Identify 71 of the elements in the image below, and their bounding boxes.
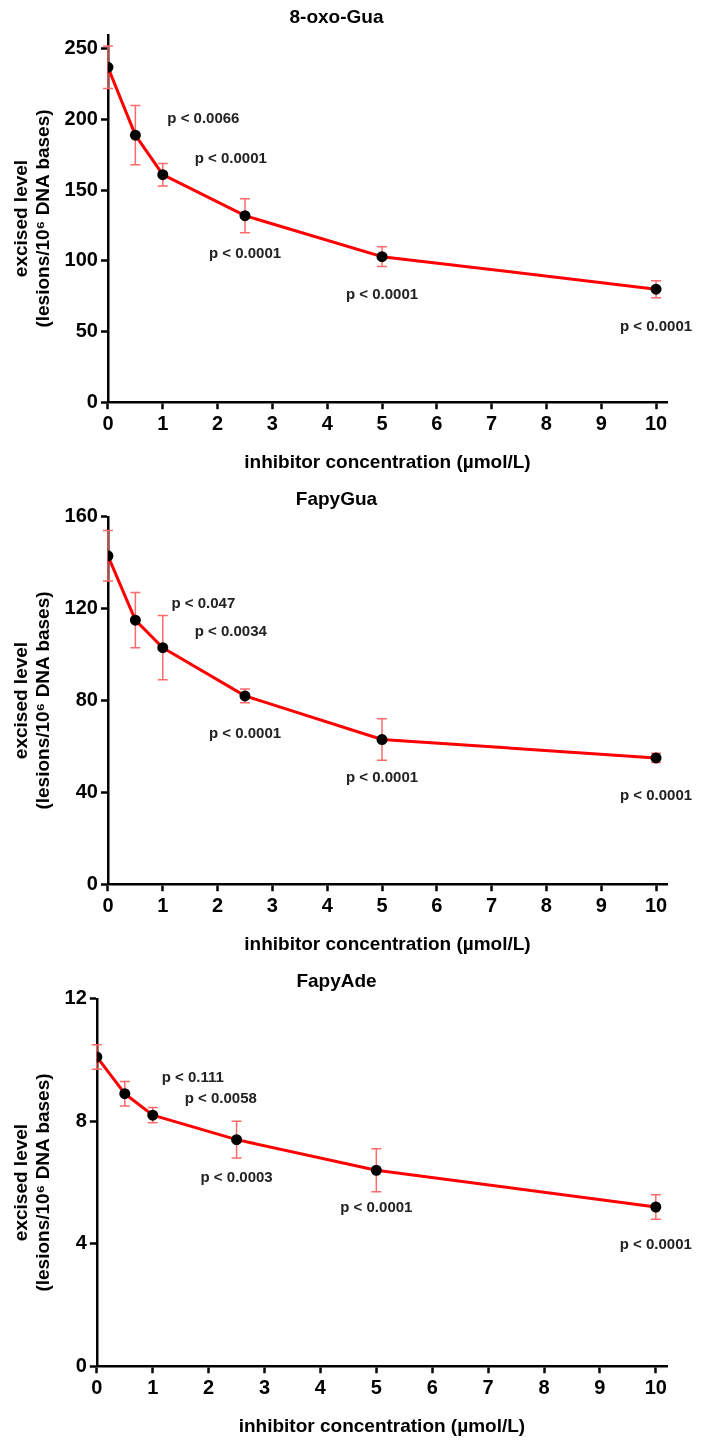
annotation: p < 0.0001 <box>208 724 282 742</box>
y-tick-label: 12 <box>64 986 87 1009</box>
x-tick-label: 9 <box>595 411 607 434</box>
annotation: p < 0.0001 <box>340 1198 413 1216</box>
x-tick-label: 9 <box>595 893 607 916</box>
x-tick-label: 1 <box>147 1375 159 1398</box>
x-tick-label: 10 <box>644 1375 667 1398</box>
x-tick-label: 9 <box>594 1375 606 1398</box>
annotation: p < 0.0034 <box>194 621 268 639</box>
chart-title: FapyGua <box>295 487 378 509</box>
chart-title: FapyAde <box>296 969 377 991</box>
x-tick-label: 1 <box>157 411 169 434</box>
x-tick-label: 4 <box>321 411 334 434</box>
x-tick-label: 2 <box>212 893 224 916</box>
x-tick-label: 4 <box>321 893 334 916</box>
y-tick-label: 40 <box>75 779 98 802</box>
x-tick-label: 5 <box>376 411 388 434</box>
x-tick-label: 8 <box>538 1375 550 1398</box>
x-tick-label: 10 <box>644 411 668 434</box>
x-axis-title: inhibitor concentration (µmol/L) <box>244 450 531 472</box>
x-tick-label: 5 <box>376 893 388 916</box>
annotation: p < 0.0058 <box>184 1089 257 1107</box>
annotation: p < 0.0001 <box>619 1235 692 1253</box>
y-tick-label: 0 <box>75 1353 87 1376</box>
x-tick-label: 6 <box>431 411 443 434</box>
x-tick-label: 3 <box>266 893 278 916</box>
x-tick-label: 5 <box>370 1375 382 1398</box>
annotation: p < 0.0001 <box>345 767 419 785</box>
x-tick-label: 3 <box>266 411 278 434</box>
chart-title: 8-oxo-Gua <box>289 5 384 27</box>
x-tick-label: 2 <box>203 1375 215 1398</box>
x-tick-label: 4 <box>314 1375 327 1398</box>
x-tick-label: 8 <box>540 411 552 434</box>
x-tick-label: 0 <box>102 893 114 916</box>
x-tick-label: 3 <box>258 1375 271 1398</box>
y-axis-title: excised level (lesions/10⁶ DNA bases) <box>9 1073 54 1292</box>
x-tick-label: 7 <box>482 1375 494 1398</box>
annotation: p < 0.0001 <box>208 243 282 261</box>
x-tick-label: 6 <box>431 893 443 916</box>
x-tick-label: 2 <box>212 411 224 434</box>
y-tick-label: 50 <box>75 319 98 342</box>
y-tick-label: 200 <box>64 107 98 130</box>
x-tick-label: 10 <box>644 893 668 916</box>
y-tick-label: 160 <box>64 504 98 527</box>
annotation: p < 0.0001 <box>619 317 693 335</box>
y-tick-label: 8 <box>75 1108 87 1131</box>
x-tick-label: 7 <box>486 893 498 916</box>
annotation: p < 0.047 <box>171 594 236 612</box>
x-axis-title: inhibitor concentration (µmol/L) <box>244 932 531 954</box>
y-tick-label: 4 <box>75 1231 88 1254</box>
y-axis-title: excised level (lesions/10⁶ DNA bases) <box>9 109 54 328</box>
x-axis-title: inhibitor concentration (µmol/L) <box>238 1414 526 1436</box>
annotation: p < 0.0001 <box>194 148 267 166</box>
y-tick-label: 120 <box>64 596 98 619</box>
y-tick-label: 250 <box>64 36 98 59</box>
x-tick-label: 6 <box>426 1375 438 1398</box>
x-tick-label: 7 <box>486 411 498 434</box>
y-tick-label: 80 <box>75 688 98 711</box>
annotation: p < 0.0001 <box>619 786 693 804</box>
y-axis-title: excised level (lesions/10⁶ DNA bases) <box>9 591 54 810</box>
annotation: p < 0.0001 <box>345 284 419 302</box>
x-tick-label: 1 <box>157 893 169 916</box>
y-tick-label: 150 <box>64 177 98 200</box>
annotation: p < 0.0003 <box>200 1167 273 1185</box>
y-tick-label: 100 <box>64 248 98 271</box>
x-tick-label: 0 <box>102 411 114 434</box>
x-tick-label: 8 <box>540 893 552 916</box>
annotation: p < 0.0066 <box>167 109 240 127</box>
annotation: p < 0.111 <box>161 1067 224 1085</box>
y-tick-label: 0 <box>86 871 98 894</box>
y-tick-label: 0 <box>86 389 98 412</box>
